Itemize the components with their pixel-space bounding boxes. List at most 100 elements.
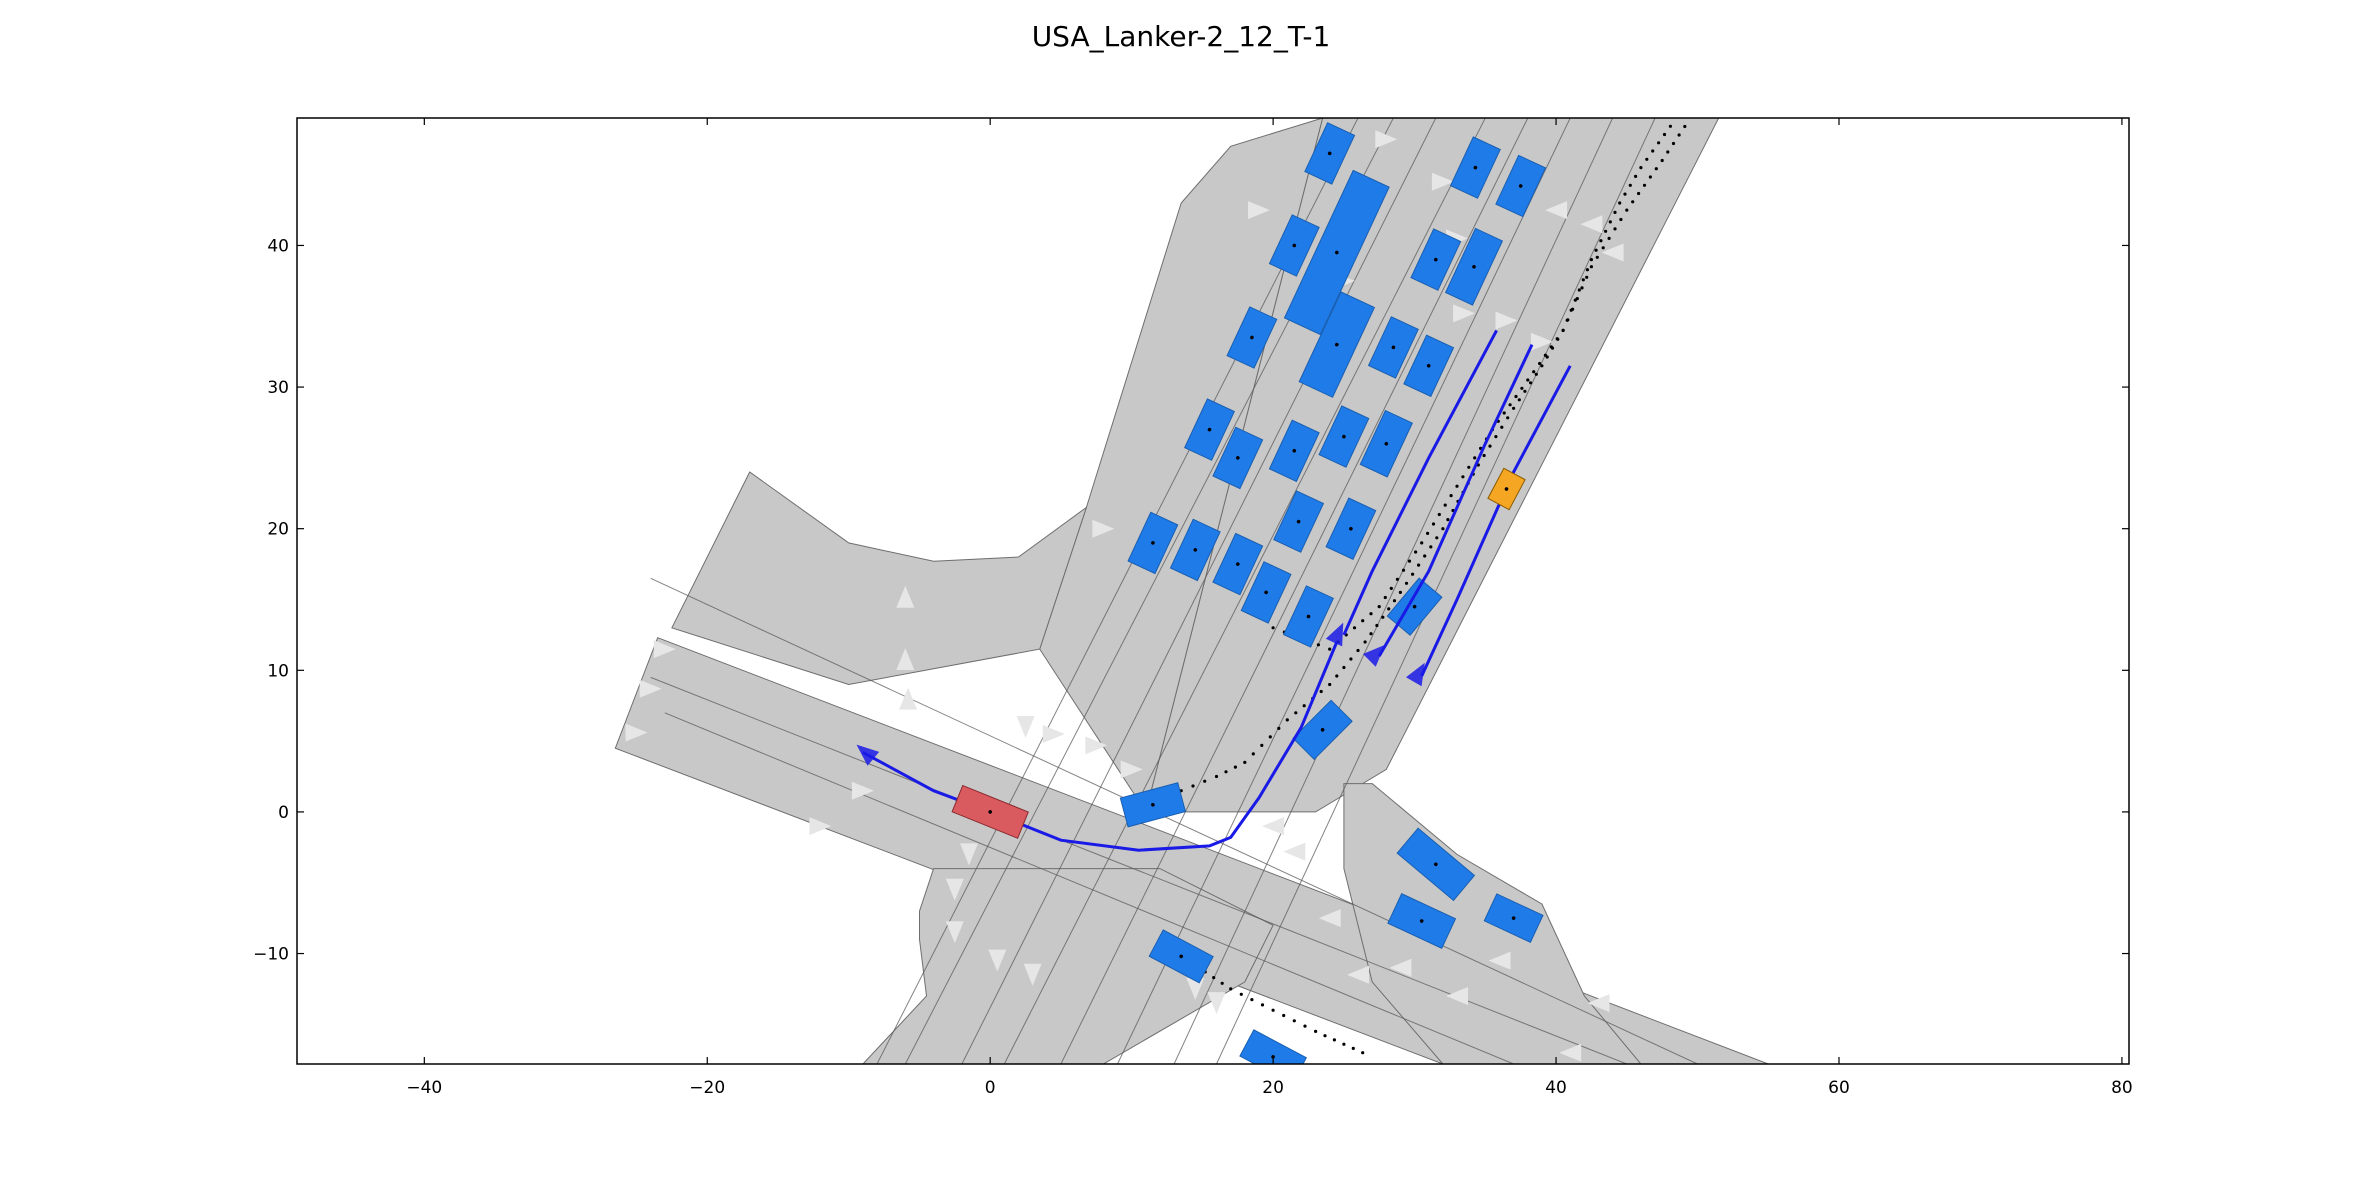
vehicle-center: [1327, 151, 1332, 156]
direction-arrow: [1283, 842, 1306, 861]
vehicle: [1240, 561, 1292, 624]
path-dot: [1268, 735, 1272, 739]
path-dot: [1383, 595, 1387, 600]
y-tick-label: 0: [278, 803, 289, 823]
path-dot: [1420, 541, 1424, 545]
path-dot: [1581, 278, 1585, 282]
x-tick-label: −40: [406, 1078, 442, 1098]
path-dot: [1319, 689, 1323, 694]
x-tick-label: −20: [689, 1078, 725, 1098]
vehicle: [1283, 169, 1390, 336]
vehicle: [1212, 532, 1264, 596]
direction-arrow: [1318, 909, 1341, 928]
path-dot: [1369, 612, 1373, 616]
path-dot: [1628, 183, 1632, 187]
direction-arrow: [639, 679, 662, 698]
path-dot: [1220, 981, 1224, 985]
path-dot: [1657, 141, 1661, 145]
vehicle: [1304, 122, 1356, 185]
lane-line: [961, 118, 1437, 1064]
path-dot: [1352, 626, 1357, 630]
vehicle-center: [1151, 541, 1155, 545]
vehicle: [1148, 929, 1214, 984]
path-dot: [1613, 210, 1617, 214]
lane-line: [650, 577, 1698, 1064]
path-dot: [1619, 217, 1623, 222]
vehicle-center: [1342, 434, 1346, 439]
path-dot: [1566, 318, 1570, 322]
trajectory-line: [1342, 329, 1498, 636]
vehicle: [1359, 409, 1413, 478]
vehicle-center: [1320, 727, 1325, 732]
plot-frame: [296, 117, 2130, 1065]
path-dot: [1251, 752, 1255, 756]
direction-arrow: [1530, 332, 1553, 351]
path-dot: [1294, 711, 1298, 715]
direction-arrow: [1488, 951, 1511, 970]
path-dot: [1683, 124, 1687, 129]
path-dot: [1414, 550, 1418, 554]
path-dot: [1395, 577, 1399, 581]
direction-arrow: [1023, 963, 1042, 986]
ego-vehicle-center: [988, 810, 993, 814]
vehicle: [1403, 334, 1455, 398]
vehicle: [1119, 782, 1187, 828]
path-dot: [1529, 381, 1533, 385]
path-dot: [1316, 643, 1320, 647]
path-dot: [1642, 183, 1647, 187]
lane-line: [1173, 118, 1614, 1064]
path-dot: [1214, 774, 1219, 779]
direction-arrow: [1587, 994, 1610, 1013]
path-dot: [1523, 389, 1527, 393]
direction-arrow: [1545, 201, 1568, 220]
path-dot: [1435, 536, 1439, 540]
vehicle-center: [1434, 862, 1438, 867]
path-dot: [1607, 236, 1611, 240]
path-dot: [1668, 124, 1672, 128]
direction-arrow: [1446, 987, 1468, 1005]
road-west-spur: [671, 471, 1088, 686]
y-tick-label: 20: [267, 520, 289, 540]
direction-arrow: [1389, 958, 1412, 977]
direction-arrow: [1347, 965, 1369, 984]
vehicle-center: [1296, 519, 1301, 524]
path-dot: [1601, 246, 1605, 250]
goal-vehicle-center: [1504, 487, 1509, 491]
direction-arrow: [809, 817, 832, 836]
y-tick-label: 40: [267, 236, 289, 256]
direction-arrow: [960, 843, 978, 866]
path-dot: [1494, 435, 1498, 439]
lane-line: [1117, 118, 1571, 1064]
path-dot: [1604, 229, 1608, 233]
vehicle: [1127, 511, 1179, 575]
path-dot: [1517, 398, 1521, 402]
path-dot: [1671, 141, 1676, 146]
path-dot: [1404, 581, 1409, 585]
vehicle-center: [1426, 363, 1431, 368]
path-dot: [1502, 411, 1506, 415]
path-dot: [1356, 648, 1360, 653]
path-dot: [1342, 1042, 1346, 1046]
vehicle: [1239, 1029, 1307, 1064]
path-dot: [1637, 191, 1641, 196]
path-dot: [1589, 258, 1593, 262]
path-dot: [1599, 239, 1603, 243]
path-dot: [1651, 149, 1655, 153]
path-dot: [1660, 158, 1664, 163]
path-dot: [1589, 265, 1593, 269]
path-dot: [1571, 307, 1575, 311]
path-dot: [1342, 665, 1346, 670]
path-dot: [1271, 626, 1275, 630]
direction-arrow: [1186, 977, 1205, 1000]
path-dot: [1375, 623, 1379, 628]
direction-arrow: [1375, 130, 1398, 149]
path-dot: [1488, 444, 1492, 448]
direction-arrow: [1262, 817, 1285, 836]
vehicle-center: [1236, 562, 1240, 566]
path-dot: [1634, 174, 1638, 178]
path-dot: [1549, 345, 1553, 349]
path-dot: [1328, 647, 1332, 651]
lane-line: [1060, 118, 1529, 1064]
vehicle: [1318, 405, 1370, 468]
